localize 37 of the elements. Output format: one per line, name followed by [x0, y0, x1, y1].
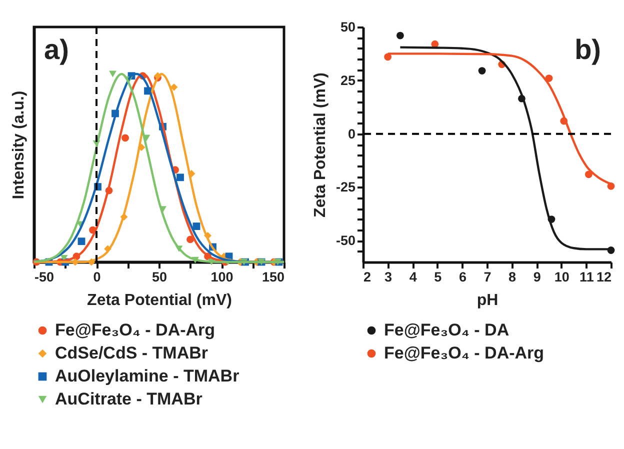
legend-label: Fe@Fe₃O₄ - DA	[384, 320, 510, 340]
x-axis-title: Zeta Potential (mV)	[87, 292, 232, 309]
y-tick-label: 25	[340, 72, 356, 88]
x-tick-label: 50	[152, 270, 168, 284]
x-tick-label: -50	[34, 270, 54, 284]
legend-label: AuCitrate - TMABr	[55, 390, 203, 408]
y-axis-title: Intensity (a.u.)	[10, 90, 28, 200]
x-tick-label: 0	[93, 270, 101, 284]
y-tick-label: -25	[336, 180, 356, 195]
y-tick-label: -50	[336, 233, 356, 248]
x-tick-label: 100	[210, 270, 234, 284]
x-tick-label: 10	[554, 270, 570, 284]
legend-label: Fe@Fe₃O₄ - DA-Arg	[384, 344, 544, 362]
x-tick-label: 5	[434, 270, 442, 284]
x-tick-label: 6	[458, 270, 467, 284]
x-tick-label: 9	[533, 270, 541, 284]
x-tick-label: 4	[409, 270, 418, 284]
point	[478, 67, 486, 74]
point	[396, 32, 404, 40]
y-tick-label: 0	[348, 126, 356, 142]
x-axis-title: pH	[476, 292, 498, 309]
legend-label: AuOleylamine - TMABr	[55, 366, 240, 386]
x-tick-label: 2	[364, 270, 372, 284]
y-axis-title: Zeta Potential (mV)	[312, 72, 329, 218]
x-tick-label: 150	[262, 270, 284, 284]
text: a)	[44, 34, 69, 65]
legend-label: CdSe/CdS - TMABr	[55, 344, 208, 362]
x-tick-label: 7	[484, 270, 492, 284]
legend-label: Fe@Fe₃O₄ - DA-Arg	[55, 320, 216, 340]
x-tick-label: 3	[384, 270, 393, 284]
x-tick-label: 8	[508, 270, 517, 284]
x-tick-label: 12	[596, 270, 612, 284]
annotation: b)	[574, 34, 601, 65]
y-tick-label: 50	[340, 20, 356, 34]
point	[584, 170, 592, 178]
x-tick-label: 11	[580, 270, 594, 284]
point	[384, 53, 392, 61]
